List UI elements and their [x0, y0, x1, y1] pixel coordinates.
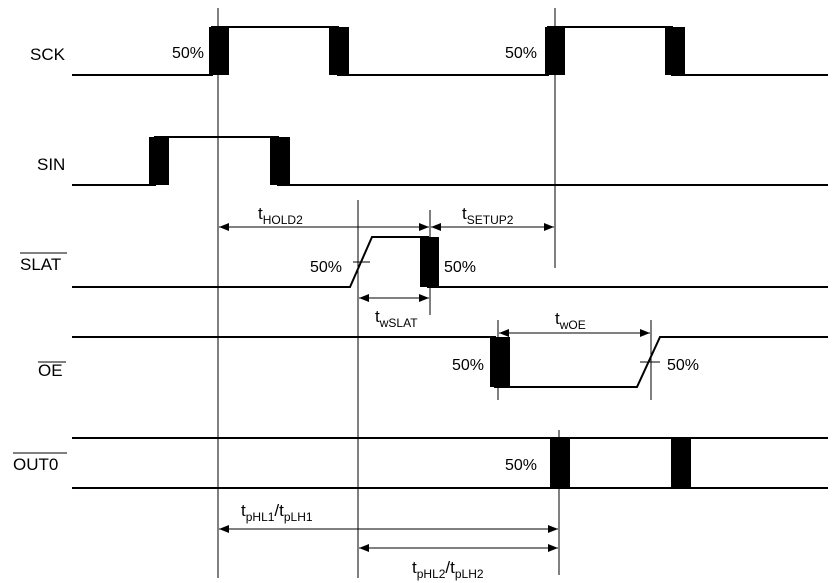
twoe-label: twOE [555, 309, 586, 332]
sck-transition-1 [209, 27, 229, 75]
signal-label-slat: SLAT [20, 255, 61, 274]
sck-50-label-1: 50% [172, 45, 204, 62]
out0-50-label: 50% [505, 457, 537, 474]
sin-transition-2 [270, 137, 290, 185]
tphl1-label: tpHL1/tpLH1 [241, 501, 313, 524]
oe-50-label-2: 50% [667, 357, 699, 374]
sin-waveform [72, 136, 828, 186]
sck-50-label-2: 50% [505, 45, 537, 62]
slat-transition [420, 237, 439, 287]
signal-label-oe: OE [38, 361, 63, 380]
oe-transition [490, 337, 510, 387]
sin-transition-1 [149, 137, 169, 185]
signal-label-sck: SCK [30, 45, 66, 64]
out0-transition-1 [550, 438, 570, 488]
slat-50-label-2: 50% [444, 259, 476, 276]
tphl2-label: tpHL2/tpLH2 [412, 558, 484, 581]
oe-waveform [72, 336, 828, 388]
out0-transition-2 [671, 438, 691, 488]
sck-transition-3 [545, 27, 565, 75]
thold2-label: tHOLD2 [258, 204, 303, 227]
sck-transition-4 [665, 27, 685, 75]
slat-waveform [72, 236, 828, 288]
tsetup2-label: tSETUP2 [462, 204, 514, 227]
twslat-label: twSLAT [375, 307, 418, 330]
signal-label-sin: SIN [37, 155, 65, 174]
oe-50-label-1: 50% [452, 357, 484, 374]
sck-transition-2 [329, 27, 349, 75]
signal-label-out0: OUT0 [13, 455, 58, 474]
slat-50-label-1: 50% [310, 259, 342, 276]
